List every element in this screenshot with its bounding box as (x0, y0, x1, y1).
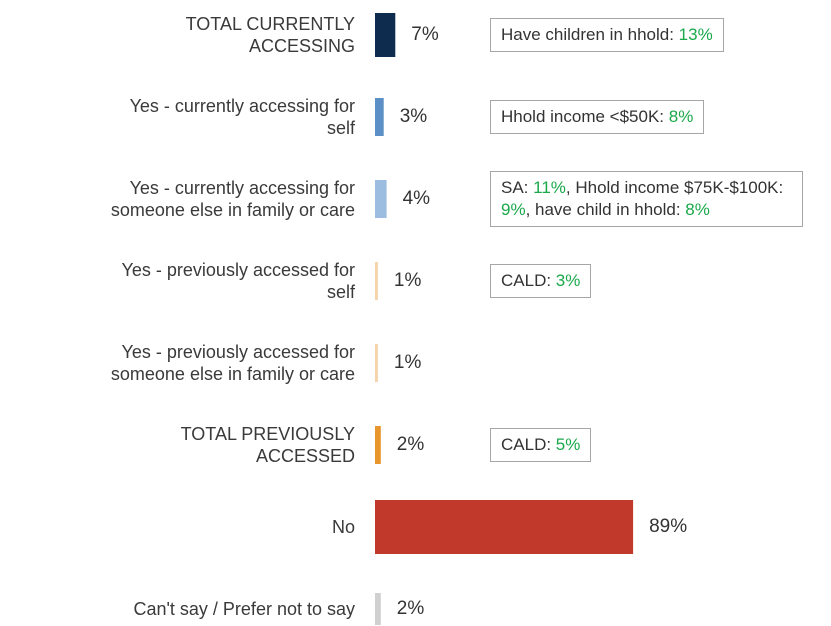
value-label: 2% (396, 598, 425, 619)
annotation-text: Hhold income <$50K: (501, 107, 669, 126)
bar (375, 180, 387, 218)
value-label: 3% (399, 106, 428, 127)
annotation-text: , have child in hhold: (525, 200, 686, 219)
annotation-highlight: 5% (555, 435, 581, 454)
annotation-text: CALD: (501, 435, 556, 454)
category-label: Yes - previously accessed for someone el… (110, 342, 355, 384)
value-label: 7% (411, 24, 439, 45)
bar (375, 262, 378, 300)
category-label: Yes - previously accessed for self (121, 260, 355, 302)
bar (375, 13, 396, 57)
category-label: Yes - currently accessing for self (129, 96, 355, 138)
annotation-box: SA: 11%, Hhold income $75K-$100K: 9%, ha… (490, 171, 803, 227)
annotation-box: CALD: 5% (490, 428, 592, 462)
category-label: TOTAL PREVIOUSLY ACCESSED (180, 424, 355, 466)
category-label: Yes - currently accessing for someone el… (110, 178, 355, 220)
annotation-highlight: 11% (533, 178, 566, 197)
annotation-box: Have children in hhold: 13% (490, 18, 724, 52)
annotation-text: SA: (501, 178, 534, 197)
value-label: 4% (402, 188, 431, 209)
category-label: Can't say / Prefer not to say (133, 599, 355, 619)
annotation-text: CALD: (501, 271, 556, 290)
category-label: No (331, 517, 355, 537)
bar (375, 426, 381, 464)
annotation-highlight: 8% (668, 107, 694, 126)
bar (375, 593, 381, 625)
annotation-text: Have children in hhold: (501, 25, 679, 44)
bar (375, 500, 634, 554)
annotation-text: , Hhold income $75K-$100K: (565, 178, 784, 197)
annotation-highlight: 9% (501, 200, 526, 219)
annotation-highlight: 3% (555, 271, 581, 290)
bar (375, 98, 384, 136)
value-label: 2% (396, 434, 425, 455)
value-label: 1% (393, 270, 422, 291)
annotation-highlight: 13% (678, 25, 713, 44)
annotation-box: CALD: 3% (490, 264, 592, 298)
category-label: TOTAL CURRENTLY ACCESSING (185, 14, 355, 56)
value-label: 89% (649, 516, 688, 537)
annotation-box: Hhold income <$50K: 8% (490, 100, 705, 134)
annotation-highlight: 8% (685, 200, 710, 219)
bar (375, 344, 378, 382)
value-label: 1% (393, 352, 422, 373)
